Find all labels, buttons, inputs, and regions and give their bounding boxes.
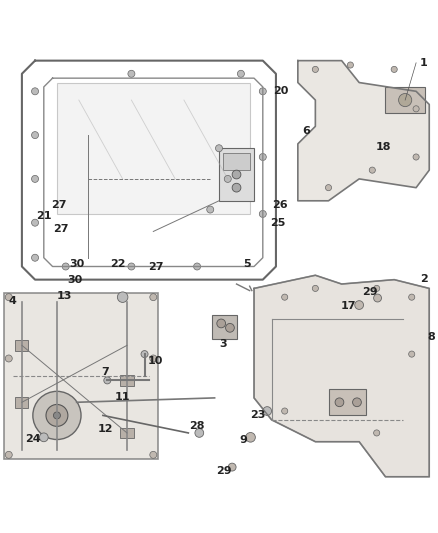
Circle shape (259, 88, 266, 95)
Circle shape (150, 451, 157, 458)
Text: 6: 6 (303, 126, 311, 136)
Text: 2: 2 (420, 274, 428, 284)
Text: 20: 20 (272, 86, 288, 96)
Circle shape (237, 70, 244, 77)
Bar (212, 314, 237, 339)
Circle shape (374, 285, 380, 292)
Polygon shape (298, 61, 429, 201)
Circle shape (374, 294, 381, 302)
Circle shape (347, 62, 353, 68)
Circle shape (194, 263, 201, 270)
Circle shape (5, 451, 12, 458)
Bar (385, 87, 425, 113)
Polygon shape (4, 293, 158, 459)
Circle shape (215, 145, 223, 152)
Circle shape (62, 263, 69, 270)
Circle shape (39, 433, 48, 442)
Bar (15, 397, 28, 408)
Text: 3: 3 (219, 340, 227, 350)
Circle shape (217, 319, 226, 328)
Text: 29: 29 (362, 287, 378, 297)
Circle shape (32, 132, 39, 139)
Circle shape (195, 429, 204, 437)
Circle shape (53, 412, 60, 419)
Circle shape (409, 294, 415, 300)
Bar (219, 148, 254, 201)
Circle shape (224, 175, 231, 182)
Text: 13: 13 (57, 291, 73, 301)
Circle shape (128, 70, 135, 77)
Circle shape (259, 211, 266, 217)
Text: 17: 17 (340, 301, 356, 311)
Circle shape (325, 184, 332, 191)
Circle shape (282, 294, 288, 300)
Circle shape (5, 355, 12, 362)
Text: 28: 28 (189, 422, 205, 431)
Circle shape (32, 254, 39, 261)
Text: 24: 24 (25, 434, 41, 443)
Circle shape (228, 463, 236, 471)
Circle shape (409, 351, 415, 357)
Circle shape (46, 405, 68, 426)
Circle shape (104, 377, 111, 384)
Text: 12: 12 (97, 424, 113, 433)
Circle shape (369, 167, 375, 173)
Circle shape (232, 183, 241, 192)
Circle shape (259, 154, 266, 160)
Circle shape (232, 170, 241, 179)
Text: 30: 30 (69, 260, 84, 269)
Circle shape (282, 408, 288, 414)
Circle shape (374, 430, 380, 436)
Circle shape (335, 398, 344, 407)
Text: 11: 11 (115, 392, 131, 402)
Circle shape (413, 106, 419, 112)
Circle shape (207, 206, 214, 213)
Text: 21: 21 (36, 211, 52, 221)
Text: 5: 5 (244, 260, 251, 269)
Bar (223, 152, 250, 170)
Text: 7: 7 (101, 367, 109, 377)
Circle shape (263, 407, 272, 415)
Polygon shape (254, 275, 429, 477)
Text: 18: 18 (375, 142, 391, 152)
Text: 22: 22 (110, 260, 126, 269)
Text: 1: 1 (419, 59, 427, 68)
Text: 10: 10 (148, 356, 163, 366)
Circle shape (399, 93, 412, 107)
Circle shape (226, 324, 234, 332)
Circle shape (141, 351, 148, 358)
Circle shape (312, 66, 318, 72)
Text: 23: 23 (250, 410, 265, 421)
Circle shape (312, 285, 318, 292)
Text: 27: 27 (148, 262, 163, 271)
Circle shape (391, 66, 397, 72)
Text: 30: 30 (67, 274, 82, 285)
Bar (328, 389, 366, 415)
Polygon shape (57, 83, 250, 214)
Circle shape (150, 294, 157, 301)
Circle shape (32, 219, 39, 226)
Circle shape (117, 292, 128, 302)
Circle shape (246, 432, 255, 442)
Circle shape (32, 88, 39, 95)
Bar (15, 340, 28, 351)
Circle shape (5, 294, 12, 301)
Circle shape (353, 398, 361, 407)
Bar (120, 375, 134, 386)
Text: 27: 27 (51, 200, 67, 210)
Bar (120, 427, 134, 438)
Text: 27: 27 (53, 224, 69, 235)
Text: 8: 8 (427, 332, 435, 342)
Circle shape (413, 154, 419, 160)
Circle shape (128, 263, 135, 270)
Text: 4: 4 (8, 296, 16, 305)
Circle shape (32, 175, 39, 182)
Text: 26: 26 (272, 200, 288, 210)
Circle shape (150, 355, 157, 362)
Text: 9: 9 (239, 435, 247, 445)
Circle shape (33, 391, 81, 440)
Text: 29: 29 (216, 466, 232, 475)
Text: 25: 25 (270, 217, 286, 228)
Circle shape (355, 301, 364, 310)
